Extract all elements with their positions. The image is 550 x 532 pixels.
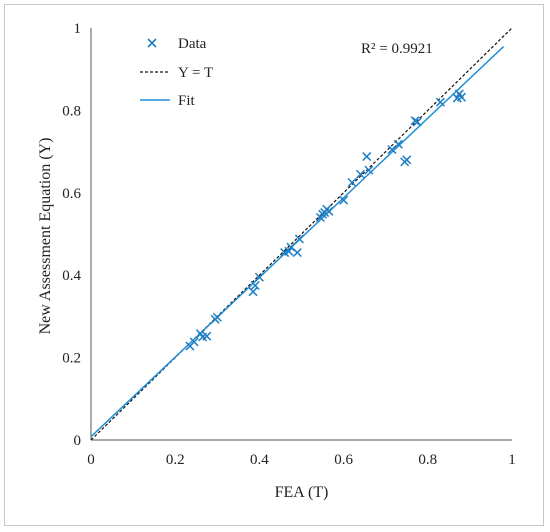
data-point bbox=[362, 152, 372, 162]
r-squared-annotation: R² = 0.9921 bbox=[361, 41, 433, 57]
data-point bbox=[393, 139, 403, 149]
data-point bbox=[202, 331, 212, 341]
x-tick-label: 1 bbox=[508, 452, 516, 468]
data-point bbox=[435, 97, 445, 107]
y-tick-label: 1 bbox=[74, 21, 82, 37]
x-tick-label: 0.6 bbox=[334, 452, 353, 468]
tick-labels: 0 0.2 0.4 0.6 0.8 1 0 0.2 0.4 0.6 0.8 1 bbox=[62, 21, 516, 468]
data-point bbox=[248, 287, 258, 297]
y-axis-title: New Assessment Equation (Y) bbox=[37, 138, 54, 335]
data-point bbox=[456, 92, 467, 102]
data-point bbox=[324, 206, 334, 216]
chart-frame bbox=[4, 4, 544, 526]
data-point bbox=[347, 177, 357, 188]
identity-line bbox=[90, 27, 513, 441]
data-point bbox=[402, 155, 412, 165]
x-tick-label: 0.8 bbox=[418, 452, 437, 468]
y-tick-label: 0 bbox=[74, 433, 82, 449]
data-point bbox=[250, 280, 260, 291]
data-points bbox=[185, 89, 467, 351]
data-point bbox=[254, 272, 264, 282]
y-tick-label: 0.6 bbox=[62, 186, 81, 202]
data-point bbox=[339, 195, 349, 205]
reference-lines bbox=[90, 27, 513, 441]
data-point bbox=[189, 337, 199, 347]
data-point bbox=[212, 312, 222, 322]
data-point bbox=[364, 165, 374, 175]
data-point bbox=[292, 248, 302, 258]
legend-marker-data bbox=[147, 38, 157, 48]
data-point bbox=[294, 234, 304, 244]
legend-label-fit: Fit bbox=[178, 93, 196, 109]
x-tick-label: 0.4 bbox=[250, 452, 269, 468]
x-axis-title: FEA (T) bbox=[275, 484, 329, 501]
data-point bbox=[355, 169, 365, 179]
x-tick-label: 0.2 bbox=[166, 452, 185, 468]
legend: Data Y = T Fit bbox=[140, 36, 213, 109]
y-tick-label: 0.4 bbox=[62, 268, 81, 284]
data-point bbox=[412, 117, 422, 127]
y-tick-label: 0.2 bbox=[62, 351, 81, 367]
axes bbox=[90, 28, 512, 441]
legend-label-identity: Y = T bbox=[178, 65, 213, 81]
x-tick-label: 0 bbox=[87, 452, 95, 468]
y-tick-label: 0.8 bbox=[62, 103, 81, 119]
legend-label-data: Data bbox=[178, 36, 207, 52]
